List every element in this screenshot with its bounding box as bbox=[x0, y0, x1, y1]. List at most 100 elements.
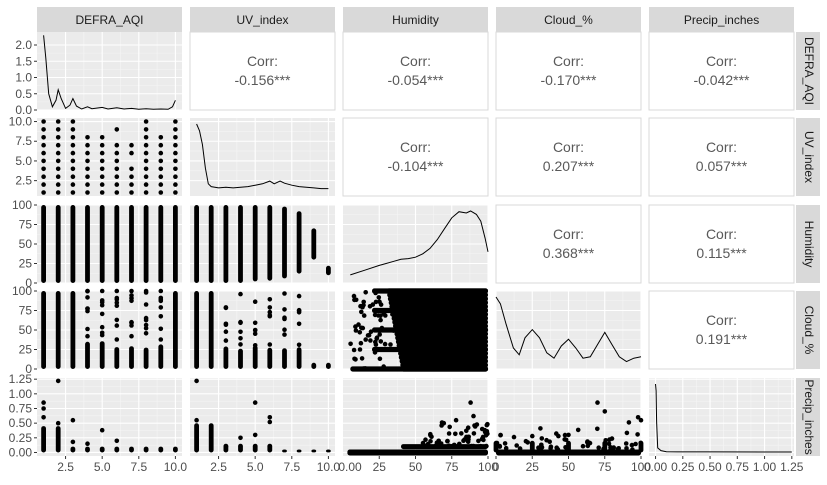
scatter-point bbox=[267, 297, 273, 302]
scatter-point bbox=[70, 150, 76, 156]
scatter-point bbox=[554, 431, 559, 436]
column-strip-label: Humidity bbox=[392, 13, 439, 27]
scatter-point bbox=[70, 182, 76, 187]
scatter-point bbox=[173, 166, 178, 172]
scatter-point bbox=[85, 135, 90, 140]
panel-3-2 bbox=[343, 288, 489, 372]
x-tick-label: 25 bbox=[526, 460, 540, 474]
density-curve-3 bbox=[495, 296, 642, 363]
corr-label: Corr: bbox=[247, 53, 278, 69]
scatter-point bbox=[114, 182, 120, 187]
scatter-point-band bbox=[158, 205, 164, 283]
x-tick-label: 0.50 bbox=[698, 460, 722, 474]
x-tick-label: 50 bbox=[562, 460, 576, 474]
y-tick-label: 1.5 bbox=[15, 54, 32, 68]
scatter-point bbox=[158, 337, 164, 342]
strip-bg bbox=[37, 7, 182, 32]
scatter-point bbox=[143, 325, 149, 331]
row-strip-3: Cloud_% bbox=[796, 291, 820, 369]
scatter-point bbox=[635, 432, 640, 437]
scatter-point bbox=[426, 443, 432, 449]
scatter-point bbox=[158, 135, 164, 140]
scatter-point-band bbox=[326, 449, 331, 453]
scatter-point bbox=[471, 444, 476, 449]
corr-value: 0.115*** bbox=[696, 245, 747, 261]
scatter-point bbox=[441, 420, 447, 426]
scatter-point bbox=[423, 437, 428, 443]
scatter-points bbox=[194, 378, 331, 453]
corr-label: Corr: bbox=[553, 226, 584, 242]
scatter-point bbox=[267, 419, 273, 425]
scatter-point bbox=[114, 303, 120, 309]
scatter-point bbox=[143, 190, 149, 195]
row-strip-2: Humidity bbox=[796, 205, 820, 283]
panels: Corr: -0.156*** Corr: -0.054*** Corr: -0.170*… bbox=[37, 31, 795, 456]
scatter-point bbox=[143, 150, 149, 156]
y-tick-label: 0.5 bbox=[15, 87, 32, 101]
y-tick-label: 2.0 bbox=[15, 38, 32, 52]
scatter-point bbox=[223, 329, 229, 335]
scatter-point-band bbox=[282, 348, 287, 369]
scatter-point bbox=[370, 302, 376, 307]
scatter-point bbox=[429, 434, 434, 440]
scatter-point bbox=[143, 135, 149, 140]
scatter-point bbox=[143, 127, 149, 132]
scatter-point bbox=[41, 166, 46, 172]
x-tick-label: 0.25 bbox=[671, 460, 695, 474]
density-curve-1 bbox=[196, 123, 329, 190]
scatter-point bbox=[480, 434, 486, 440]
scatter-point bbox=[143, 119, 149, 124]
panel-0-3: Corr: -0.170*** bbox=[495, 31, 642, 111]
scatter-point bbox=[252, 320, 258, 326]
scatter-point bbox=[623, 441, 629, 446]
scatter-point bbox=[70, 190, 76, 195]
scatter-point-band bbox=[99, 341, 105, 369]
scatter-point bbox=[143, 174, 149, 179]
scatter-point-band bbox=[252, 205, 258, 282]
scatter-point bbox=[390, 312, 395, 317]
scatter-point bbox=[563, 445, 568, 450]
scatter-point bbox=[438, 441, 444, 446]
scatter-point bbox=[158, 314, 164, 319]
panel-2-2 bbox=[343, 204, 489, 284]
scatter-point bbox=[459, 431, 464, 436]
scatter-point bbox=[376, 295, 382, 300]
scatter-point bbox=[238, 435, 243, 441]
scatter-point bbox=[114, 166, 120, 172]
scatter-point bbox=[114, 174, 120, 179]
corr-value: -0.042*** bbox=[693, 72, 750, 88]
scatter-point bbox=[129, 333, 134, 339]
scatter-points bbox=[347, 400, 490, 456]
scatter-point bbox=[55, 142, 61, 148]
corr-panel-bg bbox=[648, 204, 795, 284]
scatter-point bbox=[548, 446, 553, 451]
scatter-point bbox=[70, 158, 76, 164]
scatter-point bbox=[70, 439, 76, 445]
strip-bg bbox=[343, 7, 488, 32]
scatter-point bbox=[511, 434, 517, 440]
scatter-point bbox=[99, 288, 105, 294]
panel-0-2: Corr: -0.054*** bbox=[342, 31, 489, 111]
x-tick-label: 2.5 bbox=[57, 460, 74, 474]
scatter-point bbox=[353, 357, 358, 362]
scatter-point bbox=[377, 356, 383, 362]
scatter-point bbox=[158, 150, 164, 156]
scatter-point bbox=[129, 174, 134, 179]
scatter-point bbox=[353, 324, 358, 329]
row-strip-label: UV_index bbox=[802, 131, 816, 183]
scatter-points bbox=[348, 288, 489, 372]
scatter-point bbox=[55, 166, 61, 172]
scatter-point-band bbox=[238, 443, 243, 453]
scatter-point bbox=[363, 337, 369, 342]
scatter-point bbox=[378, 317, 383, 323]
panel-3-4: Corr: 0.191*** bbox=[648, 290, 795, 370]
scatter-point-band bbox=[41, 205, 46, 283]
scatter-points bbox=[41, 288, 178, 369]
scatter-point bbox=[282, 332, 287, 337]
scatter-point bbox=[70, 166, 76, 172]
x-tick-label: 0.00 bbox=[644, 460, 668, 474]
scatter-point-band bbox=[238, 205, 243, 283]
density-curve-0 bbox=[43, 35, 176, 110]
column-strip-2: Humidity bbox=[343, 7, 488, 32]
